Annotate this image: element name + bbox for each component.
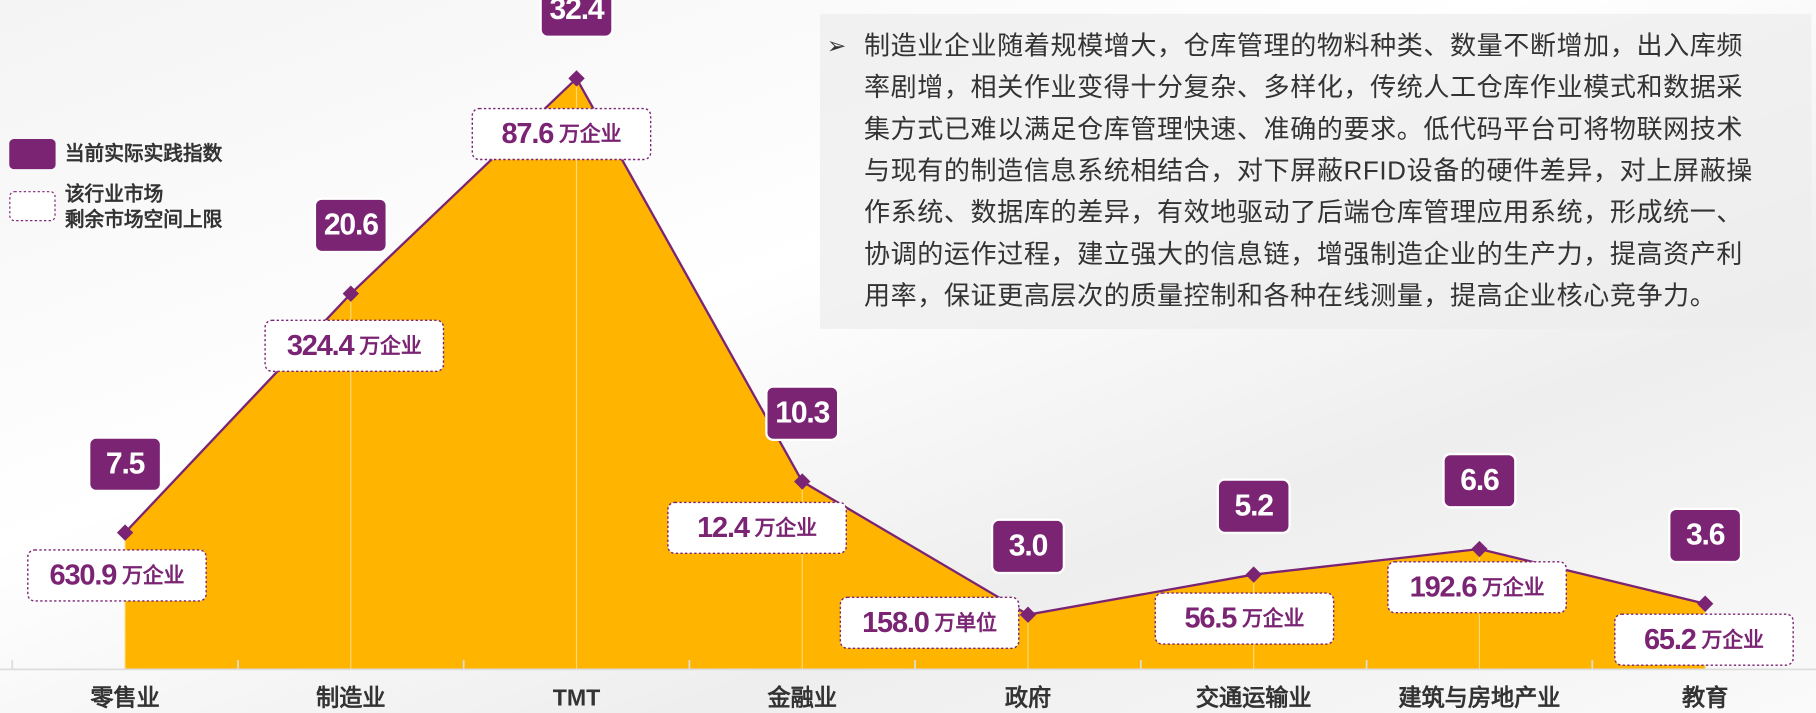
market-label: 65.2 万企业 [1644, 623, 1764, 655]
x-tick-label: 政府 [1005, 685, 1051, 711]
market-box [1154, 592, 1335, 645]
point [568, 70, 585, 87]
value-box [539, 0, 614, 38]
market-unit: 万企业 [558, 122, 622, 146]
market-box [264, 319, 445, 372]
legend-label: 当前实际实践指数 [64, 142, 223, 165]
annotation: 制造业企业随着规模增大，仓库管理的物料种类、数量不断增加，出入库频率剧增，相关作… [863, 31, 1753, 311]
value-label: 3.6 [1686, 519, 1725, 552]
market-label: 324.4 万企业 [287, 330, 422, 362]
market-unit: 万企业 [121, 563, 185, 587]
value-box [1442, 452, 1517, 509]
market-label: 12.4 万企业 [697, 512, 817, 544]
value-label: 20.6 [324, 208, 378, 241]
x-tick-label: 零售业 [89, 685, 159, 711]
market-box [27, 549, 207, 602]
market-box [839, 596, 1020, 649]
area [125, 78, 1706, 670]
value-label: 7.5 [106, 447, 145, 480]
point [116, 524, 134, 541]
market-value: 192.6 [1410, 571, 1478, 603]
bullet: ➢ [826, 33, 847, 60]
market-unit: 万企业 [1241, 606, 1305, 630]
x-tick-label: 教育 [1682, 685, 1728, 711]
legend-label: 该行业市场 剩余市场空间上限 [64, 182, 223, 231]
value-label: 10.3 [775, 396, 829, 429]
x-tick-label: 建筑与房地产业 [1398, 685, 1560, 711]
market-value: 324.4 [287, 330, 355, 362]
market-value: 630.9 [50, 559, 118, 591]
market-unit: 万企业 [358, 333, 422, 357]
market-label: 56.5 万企业 [1184, 602, 1304, 634]
point [794, 473, 811, 490]
line [124, 76, 1706, 616]
market-label: 87.6 万企业 [501, 118, 621, 150]
value-label: 32.4 [550, 0, 605, 26]
x-tick-label: TMT [553, 685, 601, 711]
note-panel: ➢ 制造业企业随着规模增大，仓库管理的物料种类、数量不断增加，出入库频率剧增，相… [819, 13, 1812, 329]
value-label: 5.2 [1235, 489, 1274, 522]
point [1696, 595, 1714, 612]
market-unit: 万企业 [1481, 575, 1545, 599]
value-box [765, 385, 840, 442]
x-tick-label: 金融业 [767, 685, 837, 711]
market-label: 158.0 万单位 [862, 607, 997, 639]
market-unit: 万单位 [934, 610, 998, 634]
value-box [1668, 507, 1743, 564]
x-tick-label: 制造业 [316, 685, 385, 711]
market-label: 630.9 万企业 [50, 559, 185, 591]
legend-swatch [9, 191, 56, 222]
point [1245, 566, 1262, 583]
value-label: 6.6 [1460, 464, 1499, 497]
value-label: 3.0 [1009, 529, 1048, 562]
market-value: 87.6 [501, 118, 554, 150]
x-tick-label: 交通运输业 [1196, 685, 1312, 711]
value-box [88, 436, 163, 493]
market-value: 65.2 [1644, 623, 1696, 655]
market-box [1614, 613, 1794, 666]
market-value: 56.5 [1184, 602, 1237, 634]
market-label: 192.6 万企业 [1410, 571, 1545, 603]
market-unit: 万企业 [754, 516, 818, 540]
legend-swatch [9, 138, 56, 170]
market-value: 12.4 [697, 512, 750, 544]
market-box [1387, 561, 1567, 614]
market-box [667, 501, 847, 555]
market-box [471, 107, 652, 161]
market-value: 158.0 [862, 607, 929, 639]
market-unit: 万企业 [1701, 627, 1765, 651]
value-box [990, 518, 1066, 575]
value-box [1216, 478, 1291, 535]
value-box [313, 197, 388, 254]
